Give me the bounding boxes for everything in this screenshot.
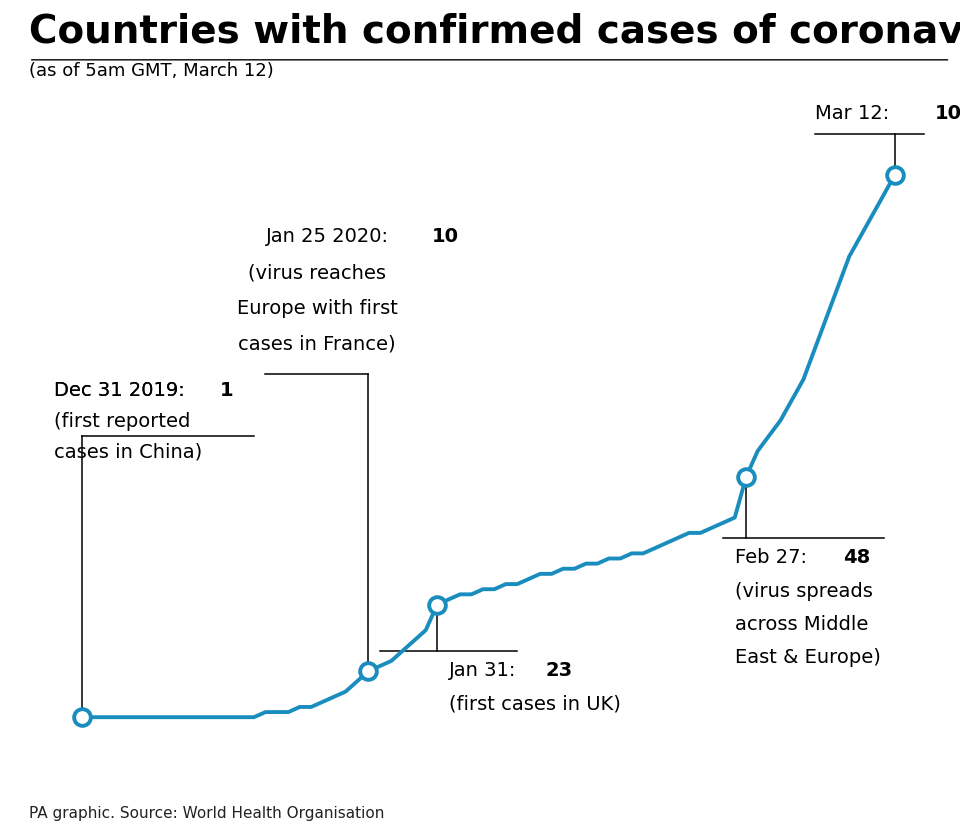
Text: Jan 31:: Jan 31: xyxy=(448,661,522,680)
Text: Countries with confirmed cases of coronavirus: Countries with confirmed cases of corona… xyxy=(29,12,960,51)
Text: 10: 10 xyxy=(431,227,459,246)
Text: Mar 12:: Mar 12: xyxy=(815,105,896,123)
Text: 48: 48 xyxy=(844,548,871,568)
Text: across Middle: across Middle xyxy=(734,615,868,634)
Text: 107: 107 xyxy=(935,105,960,123)
Text: (virus spreads: (virus spreads xyxy=(734,582,873,601)
Text: (as of 5am GMT, March 12): (as of 5am GMT, March 12) xyxy=(29,62,274,81)
Text: East & Europe): East & Europe) xyxy=(734,648,880,667)
Text: 23: 23 xyxy=(546,661,573,680)
Text: cases in China): cases in China) xyxy=(54,442,202,461)
Text: cases in France): cases in France) xyxy=(238,335,396,354)
Text: Dec 31 2019:: Dec 31 2019: xyxy=(54,381,191,400)
Text: Europe with first: Europe with first xyxy=(236,299,397,318)
Text: (virus reaches: (virus reaches xyxy=(248,263,386,282)
Text: (first cases in UK): (first cases in UK) xyxy=(448,694,620,713)
Text: Jan 25 2020:: Jan 25 2020: xyxy=(266,227,395,246)
Text: Dec 31 2019:: Dec 31 2019: xyxy=(54,381,191,400)
Text: PA graphic. Source: World Health Organisation: PA graphic. Source: World Health Organis… xyxy=(29,806,384,821)
Text: 1: 1 xyxy=(220,381,233,400)
Text: Feb 27:: Feb 27: xyxy=(734,548,813,568)
Text: (first reported: (first reported xyxy=(54,411,190,430)
